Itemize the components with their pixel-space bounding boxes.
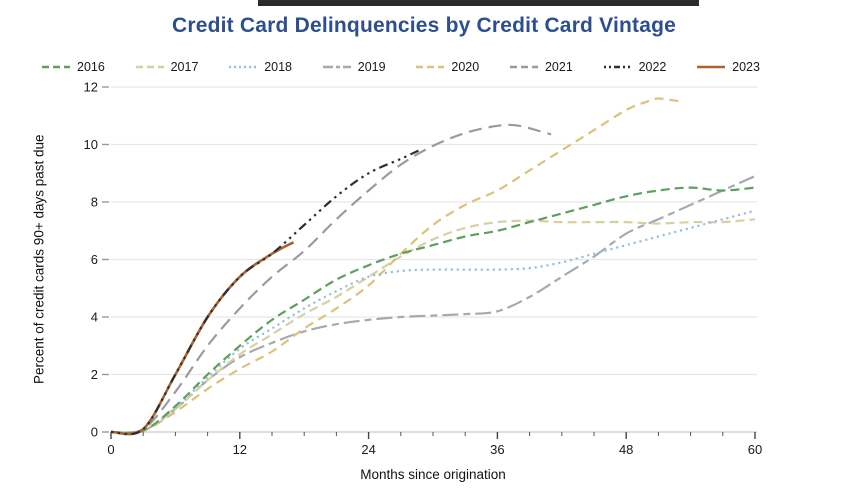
chart-legend: 2016 2017 2018 2019 2020 2021 2022 2023 bbox=[42, 57, 760, 77]
legend-swatch-2023 bbox=[697, 65, 726, 69]
legend-item-2023: 2023 bbox=[697, 60, 760, 74]
chart-title: Credit Card Delinquencies by Credit Card… bbox=[172, 14, 676, 37]
y-tick-label-2: 2 bbox=[91, 367, 98, 382]
x-tick-label-36: 36 bbox=[490, 442, 504, 457]
legend-label-2019: 2019 bbox=[357, 60, 386, 74]
legend-item-2019: 2019 bbox=[322, 60, 386, 74]
legend-label-2022: 2022 bbox=[638, 60, 667, 74]
legend-swatch-2020 bbox=[416, 65, 445, 69]
y-tick-label-12: 12 bbox=[84, 80, 98, 95]
legend-item-2018: 2018 bbox=[229, 60, 292, 74]
legend-swatch-2022 bbox=[603, 65, 632, 69]
series-line-2016 bbox=[110, 186, 756, 434]
legend-label-2018: 2018 bbox=[264, 60, 292, 74]
x-tick-label-60: 60 bbox=[748, 442, 762, 457]
y-tick-label-10: 10 bbox=[84, 137, 98, 152]
legend-label-2021: 2021 bbox=[544, 60, 573, 74]
legend-item-2016: 2016 bbox=[42, 60, 105, 74]
y-tick-label-4: 4 bbox=[91, 310, 98, 325]
x-axis-label: Months since origination bbox=[360, 467, 506, 482]
series-line-2020 bbox=[110, 97, 681, 434]
legend-swatch-2017 bbox=[135, 65, 164, 69]
series-line-2021 bbox=[110, 123, 552, 434]
x-tick-label-12: 12 bbox=[233, 442, 247, 457]
x-tick-label-0: 0 bbox=[107, 442, 114, 457]
y-tick-label-0: 0 bbox=[91, 425, 98, 440]
legend-label-2017: 2017 bbox=[170, 60, 199, 74]
legend-item-2021: 2021 bbox=[509, 60, 573, 74]
series-line-2022 bbox=[110, 147, 423, 436]
legend-item-2020: 2020 bbox=[416, 60, 479, 74]
x-tick-label-48: 48 bbox=[619, 442, 633, 457]
legend-label-2023: 2023 bbox=[732, 60, 760, 74]
legend-swatch-2016 bbox=[42, 65, 70, 69]
series-line-2019 bbox=[110, 175, 756, 434]
legend-swatch-2019 bbox=[322, 65, 351, 69]
y-tick-label-8: 8 bbox=[91, 195, 98, 210]
x-tick-label-24: 24 bbox=[361, 442, 375, 457]
legend-label-2016: 2016 bbox=[77, 60, 105, 74]
legend-item-2022: 2022 bbox=[603, 60, 667, 74]
series-line-2017 bbox=[110, 218, 756, 434]
series-line-2018 bbox=[110, 209, 756, 434]
legend-swatch-2021 bbox=[509, 65, 538, 69]
y-tick-label-6: 6 bbox=[91, 252, 98, 267]
legend-item-2017: 2017 bbox=[135, 60, 199, 74]
top-window-artifact-bar bbox=[258, 0, 699, 6]
legend-label-2020: 2020 bbox=[451, 60, 480, 74]
